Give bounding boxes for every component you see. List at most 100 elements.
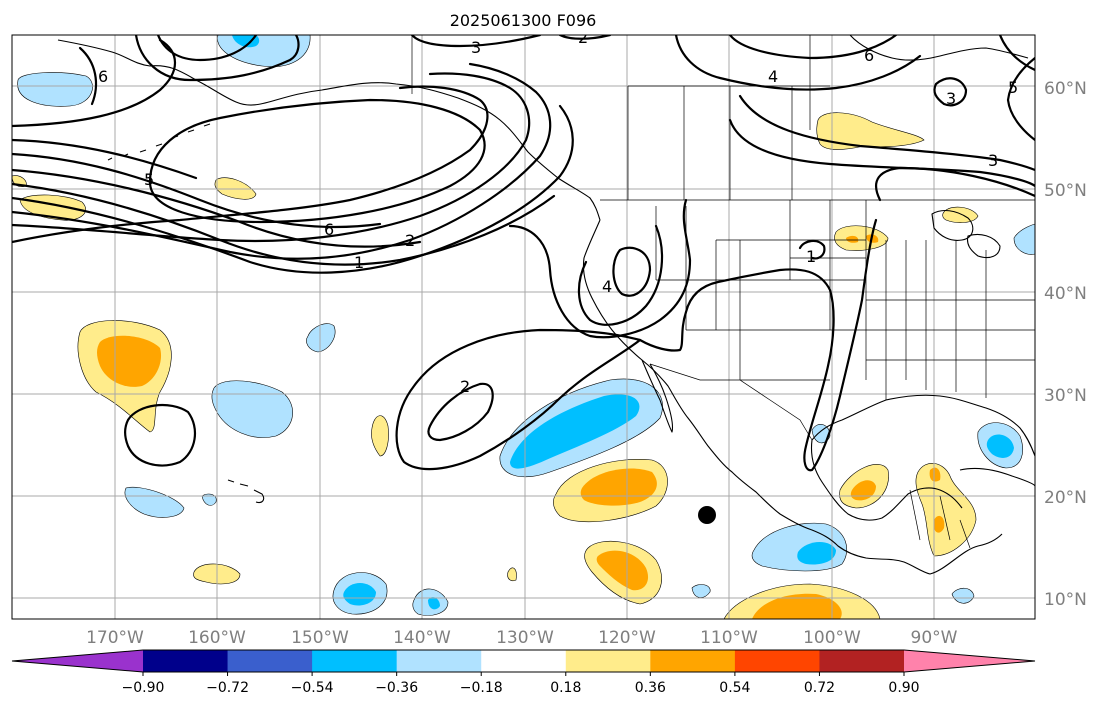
- contour-line: [612, 246, 652, 297]
- lon-label: 140°W: [393, 628, 451, 648]
- hawaii-islands: [227, 479, 265, 504]
- pos-anomaly-blob: [834, 225, 889, 251]
- pos-anomaly-blob: [507, 567, 517, 582]
- pos-anomaly-blob: [816, 112, 925, 150]
- colorbar-segment: [481, 650, 567, 672]
- contour-line: [798, 239, 826, 260]
- great-lakes: [931, 209, 1001, 259]
- contour-label: 4: [602, 277, 612, 296]
- pos-anomaly-blob: [371, 415, 389, 457]
- colorbar-segment: [734, 650, 820, 672]
- neg-anomaly-blob: [217, 35, 311, 67]
- neg-anomaly-core: [986, 434, 1014, 458]
- canada-provinces: [627, 35, 830, 200]
- colorbar-tick-label: −0.72: [206, 680, 249, 696]
- contour-lines: [12, 35, 1035, 472]
- lon-label: 130°W: [496, 628, 554, 648]
- neg-anomaly-blob: [306, 323, 336, 353]
- contour-label: 5: [144, 170, 154, 189]
- contour-line: [558, 35, 612, 40]
- lon-label: 150°W: [291, 628, 349, 648]
- colorbar-tick-label: −0.36: [375, 680, 418, 696]
- contour-line: [728, 35, 898, 60]
- colorbar-segment: [143, 650, 229, 672]
- coastlines: [57, 35, 1035, 575]
- pos-anomaly-blob: [942, 206, 979, 223]
- alaska-coast: [57, 39, 601, 221]
- contour-line: [410, 35, 542, 48]
- contour-label: 2: [460, 377, 470, 396]
- contour-label: 2: [578, 28, 588, 47]
- colorbar-tick-label: −0.54: [291, 680, 334, 696]
- lon-label: 160°W: [188, 628, 246, 648]
- pos-anomaly-blob: [214, 177, 257, 200]
- map-frame: [11, 34, 1036, 620]
- graticule: [12, 35, 1035, 619]
- contour-line: [508, 198, 692, 339]
- contour-line: [12, 72, 531, 243]
- neg-anomaly-blob: [951, 587, 975, 604]
- contour-label: 6: [864, 46, 874, 65]
- lat-label: 50°N: [1044, 181, 1087, 201]
- lat-label: 20°N: [1044, 488, 1087, 508]
- colorbar-tick-label: 0.54: [719, 680, 750, 696]
- contour-label: 1: [806, 247, 816, 266]
- contour-line: [12, 62, 552, 260]
- contour-label: 5: [1008, 78, 1018, 97]
- neg-anomaly-blob: [691, 584, 711, 598]
- na-west-coast: [582, 219, 1003, 575]
- colorbar-tick-label: 0.18: [550, 680, 581, 696]
- contour-label: 3: [471, 38, 481, 57]
- contour-line: [12, 152, 382, 229]
- colorbar-segment: [650, 650, 736, 672]
- contour-label: 6: [98, 67, 108, 86]
- contour-line: [12, 104, 574, 274]
- contour-line: [427, 382, 494, 442]
- map-area: 3 2 6 5 6 2 1 4 6 5 3 3 4 2 1: [12, 28, 1035, 619]
- cuba: [959, 467, 1035, 487]
- neg-anomaly-blob: [17, 72, 93, 107]
- colorbar-tick-label: −0.18: [460, 680, 503, 696]
- gulf-coast: [811, 394, 1035, 457]
- pos-anomaly-core: [97, 335, 162, 387]
- lon-label: 110°W: [700, 628, 758, 648]
- contour-label-group: 3 2 6 5 6 2 1 4 6 5 3 3 4 2 1: [98, 28, 1018, 396]
- lat-label: 40°N: [1044, 284, 1087, 304]
- figure-title: 2025061300 F096: [450, 11, 597, 30]
- contour-line: [577, 224, 664, 326]
- yucatan-coast: [810, 439, 963, 521]
- contour-line: [156, 35, 258, 62]
- neg-anomaly-core: [428, 597, 440, 610]
- lat-label: 30°N: [1044, 386, 1087, 406]
- colorbar-tick-label: −0.90: [122, 680, 165, 696]
- neg-anomaly-core: [797, 541, 836, 565]
- latitude-labels: 60°N 50°N 40°N 30°N 20°N 10°N: [1044, 79, 1087, 610]
- colorbar-segment: [819, 650, 905, 672]
- lon-label: 170°W: [86, 628, 144, 648]
- contour-line: [12, 182, 556, 266]
- lon-label: 90°W: [911, 628, 958, 648]
- pos-anomaly-core: [752, 593, 842, 619]
- neg-anomaly-blob: [124, 486, 185, 518]
- colorbar-extend-high: [904, 650, 1035, 672]
- pos-anomaly-core: [850, 480, 876, 501]
- baja-california: [641, 359, 674, 433]
- political-borders: [411, 35, 1035, 549]
- contour-line: [78, 46, 98, 106]
- colorbar-segment: [227, 650, 313, 672]
- contour-line: [134, 35, 300, 82]
- contour-label: 3: [988, 151, 998, 170]
- anomaly-shading: [12, 35, 1035, 619]
- neg-anomaly-blob: [201, 493, 217, 506]
- colorbar: −0.90 −0.72 −0.54 −0.36 −0.18 0.18 0.36 0.54 0.7…: [11, 649, 1036, 696]
- contour-label: 2: [405, 231, 415, 250]
- neg-anomaly-blob: [1013, 223, 1035, 255]
- contour-line: [998, 35, 1035, 72]
- contour-line: [395, 328, 642, 471]
- colorbar-segment: [565, 650, 651, 672]
- pos-anomaly-core: [596, 550, 649, 591]
- neg-anomaly-blob: [211, 380, 293, 438]
- contour-line: [1006, 56, 1035, 142]
- neg-anomaly-core: [343, 583, 376, 606]
